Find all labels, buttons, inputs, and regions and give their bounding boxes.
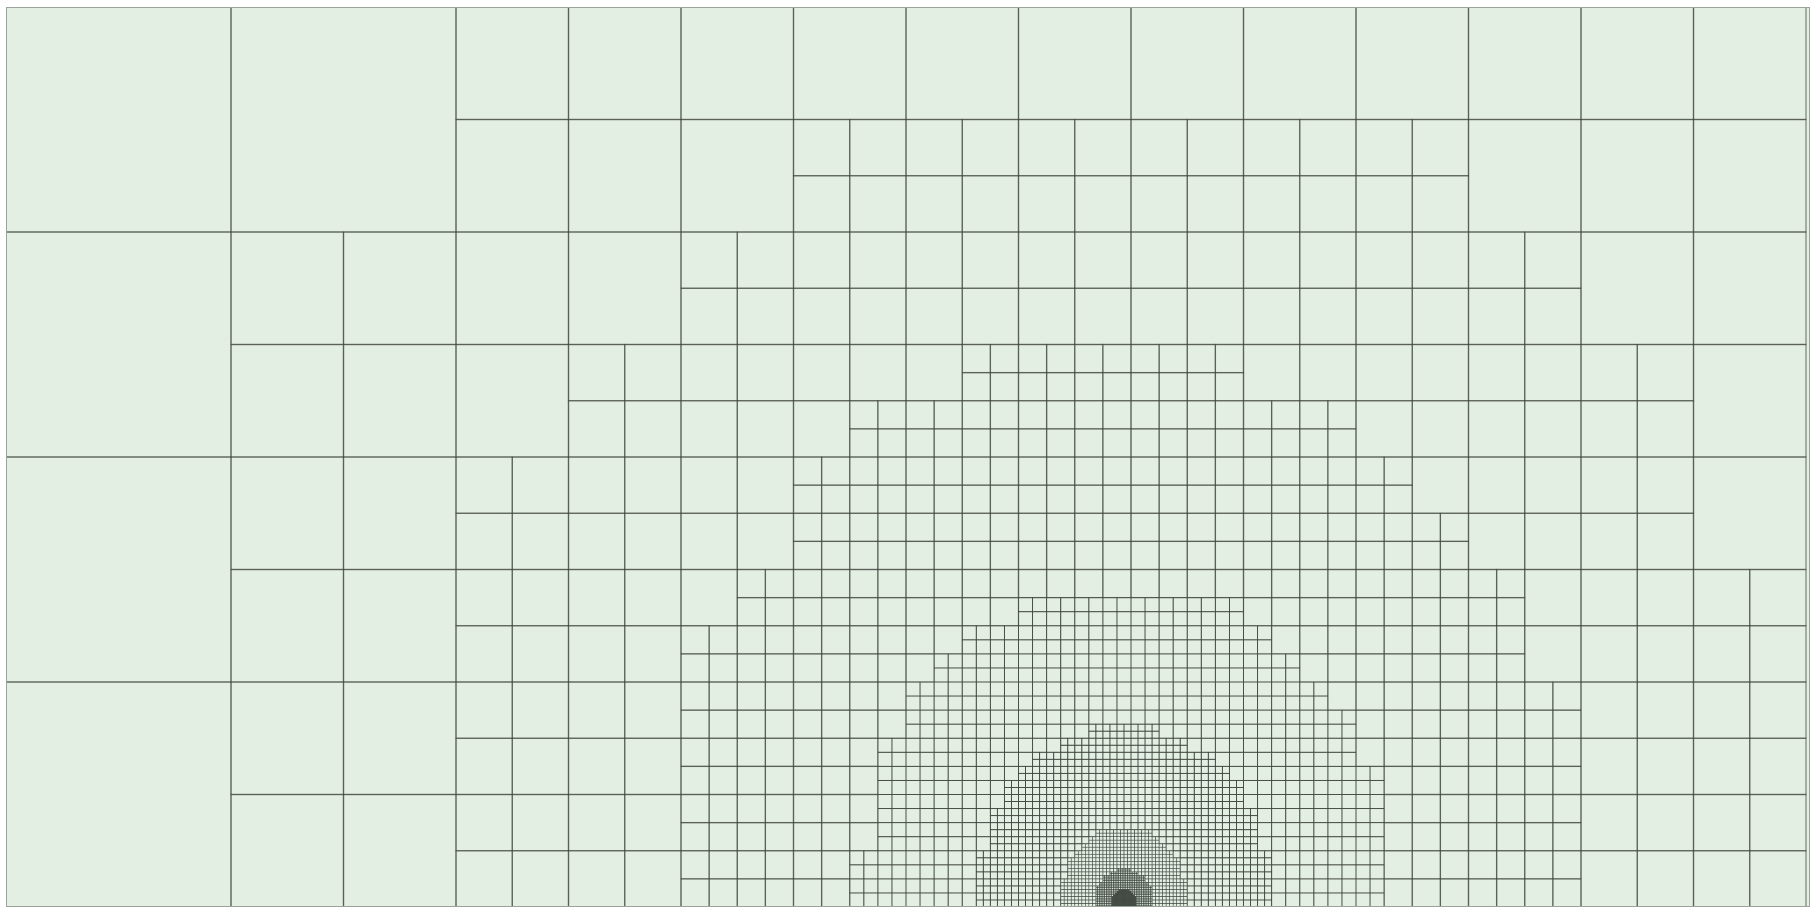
mesh-grid	[6, 7, 1807, 907]
mesh-figure	[6, 7, 1810, 907]
mesh-cell	[1749, 850, 1807, 907]
mesh-border	[6, 7, 1810, 907]
